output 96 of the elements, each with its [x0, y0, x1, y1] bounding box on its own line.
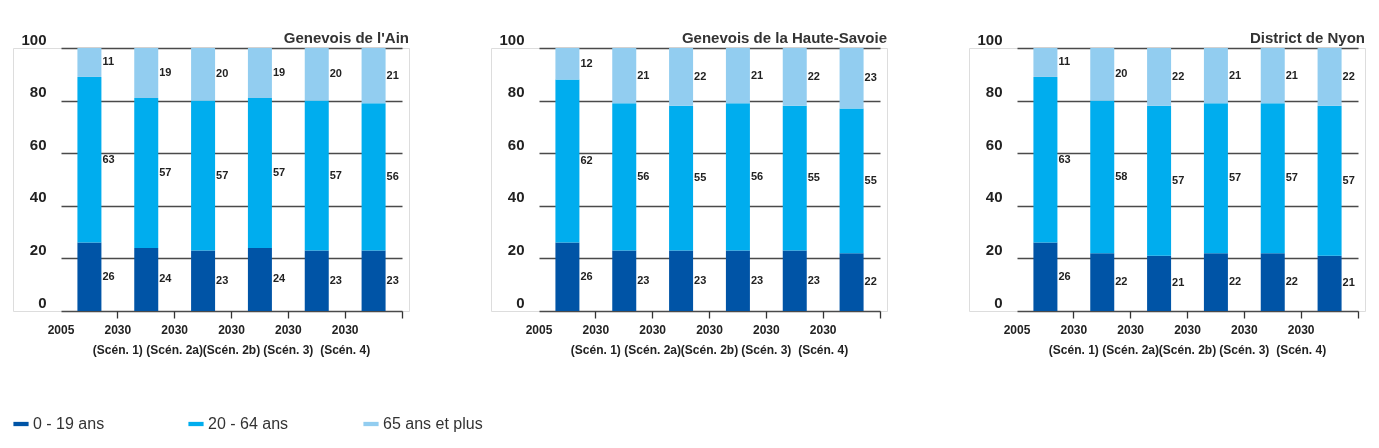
data-label: 57 — [216, 168, 229, 181]
legend-label: 20 - 64 ans — [208, 415, 289, 432]
data-label: 57 — [159, 165, 172, 178]
x-tick-label: 2030 (Scén. 3) — [741, 322, 792, 357]
y-tick-label: 40 — [507, 188, 525, 206]
x-tick-label: 2030 (Scén. 1) — [570, 322, 621, 357]
x-tick-label: 2030 (Scén. 2a) — [146, 322, 204, 357]
data-label: 57 — [1342, 173, 1355, 186]
x-tick-label: 2030 (Scén. 4) — [320, 322, 371, 357]
data-label: 11 — [102, 55, 115, 68]
data-label: 23 — [750, 273, 764, 286]
y-tick-label: 0 — [38, 293, 47, 311]
data-label: 55 — [807, 171, 820, 184]
data-label: 57 — [1285, 171, 1298, 184]
x-tick-label: 2030 (Scén. 2b) — [202, 322, 261, 357]
data-label: 22 — [864, 275, 877, 288]
data-label: 21 — [637, 68, 650, 81]
y-tick-label: 100 — [21, 30, 47, 48]
data-label: 24 — [159, 272, 173, 285]
legend-label: 0 - 19 ans — [33, 415, 105, 432]
x-tick-label: 2030 (Scén. 3) — [263, 322, 314, 357]
data-label: 21 — [386, 68, 399, 81]
x-tick-label: 2030 (Scén. 4) — [798, 322, 849, 357]
data-label: 23 — [864, 71, 877, 84]
data-label: 12 — [580, 56, 593, 69]
x-tick-label: 2005 — [1003, 322, 1031, 337]
data-label: 26 — [1058, 269, 1071, 282]
data-label: 63 — [1058, 152, 1071, 165]
chart-title: Genevois de la Haute-Savoie — [681, 29, 887, 46]
data-label: 58 — [1115, 169, 1128, 182]
y-tick-label: 20 — [507, 240, 525, 258]
data-label: 23 — [386, 273, 399, 286]
y-tick-label: 0 — [516, 293, 525, 311]
y-tick-label: 20 — [985, 240, 1003, 258]
chart-title: Genevois de l'Ain — [283, 29, 409, 46]
data-label: 26 — [102, 269, 115, 282]
data-label: 21 — [1228, 68, 1242, 81]
data-label: 23 — [807, 273, 820, 286]
y-tick-label: 0 — [994, 293, 1003, 311]
data-label: 19 — [159, 65, 172, 78]
y-tick-label: 20 — [29, 240, 47, 258]
data-label: 26 — [580, 269, 593, 282]
y-tick-label: 60 — [985, 135, 1003, 153]
x-tick-label: 2005 — [47, 322, 75, 337]
data-label: 57 — [329, 168, 342, 181]
data-label: 22 — [807, 69, 820, 82]
y-tick-label: 60 — [507, 135, 525, 153]
data-label: 11 — [1058, 55, 1071, 68]
chart-title: District de Nyon — [1249, 29, 1365, 46]
x-tick-label: 2030 (Scén. 1) — [92, 322, 143, 357]
data-label: 63 — [102, 152, 115, 165]
data-label: 57 — [1172, 173, 1185, 186]
data-label: 22 — [1342, 69, 1355, 82]
data-label: 23 — [694, 273, 707, 286]
x-tick-label: 2030 (Scén. 4) — [1276, 322, 1327, 357]
data-label: 62 — [580, 154, 593, 167]
data-label: 24 — [272, 272, 287, 285]
y-tick-label: 100 — [499, 30, 525, 48]
data-label: 56 — [386, 169, 399, 182]
data-label: 19 — [272, 65, 286, 78]
x-tick-label: 2005 — [525, 322, 553, 337]
y-tick-label: 100 — [977, 30, 1003, 48]
data-label: 22 — [1285, 275, 1298, 288]
y-tick-label: 60 — [29, 135, 47, 153]
data-label: 20 — [216, 67, 229, 80]
data-label: 57 — [1228, 171, 1242, 184]
data-label: 21 — [1172, 276, 1185, 289]
data-label: 22 — [1228, 275, 1242, 288]
data-label: 20 — [1115, 67, 1128, 80]
x-tick-label: 2030 (Scén. 2a) — [624, 322, 682, 357]
data-label: 23 — [637, 273, 650, 286]
data-label: 21 — [750, 68, 764, 81]
y-tick-label: 80 — [507, 83, 525, 101]
data-label: 55 — [864, 173, 877, 186]
x-tick-label: 2030 (Scén. 2a) — [1102, 322, 1160, 357]
data-label: 22 — [1115, 275, 1128, 288]
x-tick-label: 2030 (Scén. 2b) — [1158, 322, 1217, 357]
x-tick-label: 2030 (Scén. 3) — [1219, 322, 1270, 357]
x-tick-label: 2030 (Scén. 2b) — [680, 322, 739, 357]
data-label: 21 — [1342, 276, 1355, 289]
data-label: 55 — [694, 171, 707, 184]
data-label: 21 — [1285, 68, 1298, 81]
x-tick-label: 2030 (Scén. 1) — [1048, 322, 1099, 357]
data-label: 22 — [1172, 69, 1185, 82]
data-label: 56 — [637, 169, 650, 182]
data-label: 20 — [329, 67, 342, 80]
data-label: 22 — [694, 69, 707, 82]
y-tick-label: 40 — [29, 188, 47, 206]
y-tick-label: 80 — [985, 83, 1003, 101]
data-label: 23 — [329, 273, 342, 286]
y-tick-label: 40 — [985, 188, 1003, 206]
data-label: 56 — [750, 169, 764, 182]
y-tick-label: 80 — [29, 83, 47, 101]
data-label: 23 — [216, 273, 229, 286]
data-label: 57 — [272, 165, 286, 178]
legend-label: 65 ans et plus — [383, 415, 483, 432]
